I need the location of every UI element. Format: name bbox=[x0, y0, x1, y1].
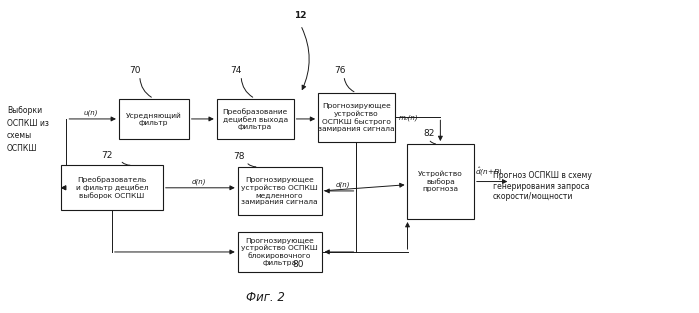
Bar bbox=[62, 165, 162, 210]
Text: Устройство
выбора
прогноза: Устройство выбора прогноза bbox=[418, 171, 463, 192]
Text: скорости/мощности: скорости/мощности bbox=[493, 192, 573, 202]
Bar bbox=[318, 93, 395, 141]
Text: m₀(n): m₀(n) bbox=[398, 114, 418, 121]
Text: ОСПКШ: ОСПКШ bbox=[7, 144, 38, 153]
Text: генерирования запроса: генерирования запроса bbox=[493, 182, 589, 191]
Text: 72: 72 bbox=[101, 151, 113, 160]
Text: Прогнозирующее
устройство ОСПКШ
блокировочного
фильтра: Прогнозирующее устройство ОСПКШ блокиров… bbox=[241, 238, 318, 266]
Text: Выборки: Выборки bbox=[7, 106, 42, 115]
Text: Преобразователь
и фильтр децибел
выборок ОСПКШ: Преобразователь и фильтр децибел выборок… bbox=[75, 177, 148, 199]
Text: Прогноз ОСПКШ в схему: Прогноз ОСПКШ в схему bbox=[493, 171, 591, 180]
Text: 78: 78 bbox=[233, 152, 244, 161]
Text: Фиг. 2: Фиг. 2 bbox=[246, 290, 285, 304]
Text: d(n): d(n) bbox=[192, 178, 206, 185]
Text: d(n): d(n) bbox=[336, 181, 350, 188]
Text: 82: 82 bbox=[423, 129, 434, 138]
Text: ОСПКШ из: ОСПКШ из bbox=[7, 119, 49, 128]
Text: 80: 80 bbox=[292, 259, 303, 269]
Text: Прогнозирующее
устройство ОСПКШ
медленного
замирания сигнала: Прогнозирующее устройство ОСПКШ медленно… bbox=[241, 177, 318, 205]
Text: схемы: схемы bbox=[7, 131, 32, 141]
Text: 12: 12 bbox=[294, 11, 307, 20]
Text: 76: 76 bbox=[334, 66, 345, 75]
Text: Преобразование
децибел выхода
фильтра: Преобразование децибел выхода фильтра bbox=[222, 108, 288, 130]
Bar bbox=[407, 144, 474, 219]
Bar bbox=[238, 167, 322, 215]
Text: 70: 70 bbox=[129, 66, 140, 75]
Text: 74: 74 bbox=[231, 66, 242, 75]
Bar bbox=[238, 232, 322, 272]
Text: $\hat{d}$(n+D): $\hat{d}$(n+D) bbox=[475, 166, 503, 178]
Text: u(n): u(n) bbox=[84, 109, 98, 116]
Bar bbox=[119, 99, 189, 139]
Bar bbox=[217, 99, 294, 139]
Text: Прогнозирующее
устройство
ОСПКШ быстрого
замирания сигнала: Прогнозирующее устройство ОСПКШ быстрого… bbox=[318, 103, 395, 132]
Text: Усредняющий
фильтр: Усредняющий фильтр bbox=[126, 112, 182, 126]
